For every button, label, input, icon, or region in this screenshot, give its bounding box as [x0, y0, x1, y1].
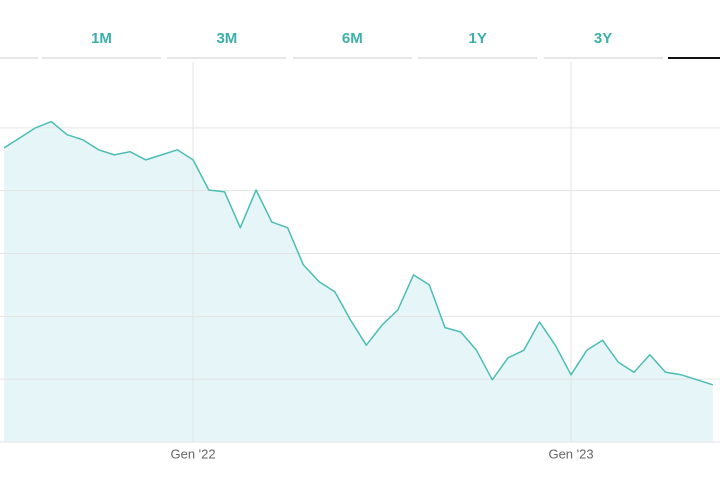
- range-tab[interactable]: 3Y: [593, 30, 613, 47]
- range-tab[interactable]: 1Y: [468, 30, 487, 47]
- tab-underline: [292, 57, 412, 59]
- x-tick-label: Gen '23: [548, 446, 593, 461]
- tab-underline: [42, 57, 161, 59]
- range-tab[interactable]: 1M: [91, 30, 112, 47]
- x-tick-label: Gen '22: [171, 446, 216, 461]
- range-tab[interactable]: 3M: [216, 30, 238, 47]
- line: [3, 120, 714, 386]
- tab-underline: [418, 57, 538, 59]
- range-tab[interactable]: 6M: [341, 30, 363, 47]
- tab-underline: [167, 57, 287, 59]
- selected-tab-underline: [668, 57, 720, 59]
- area: [4, 121, 713, 442]
- tab-underline: [543, 57, 663, 59]
- tab-underline: [0, 57, 38, 59]
